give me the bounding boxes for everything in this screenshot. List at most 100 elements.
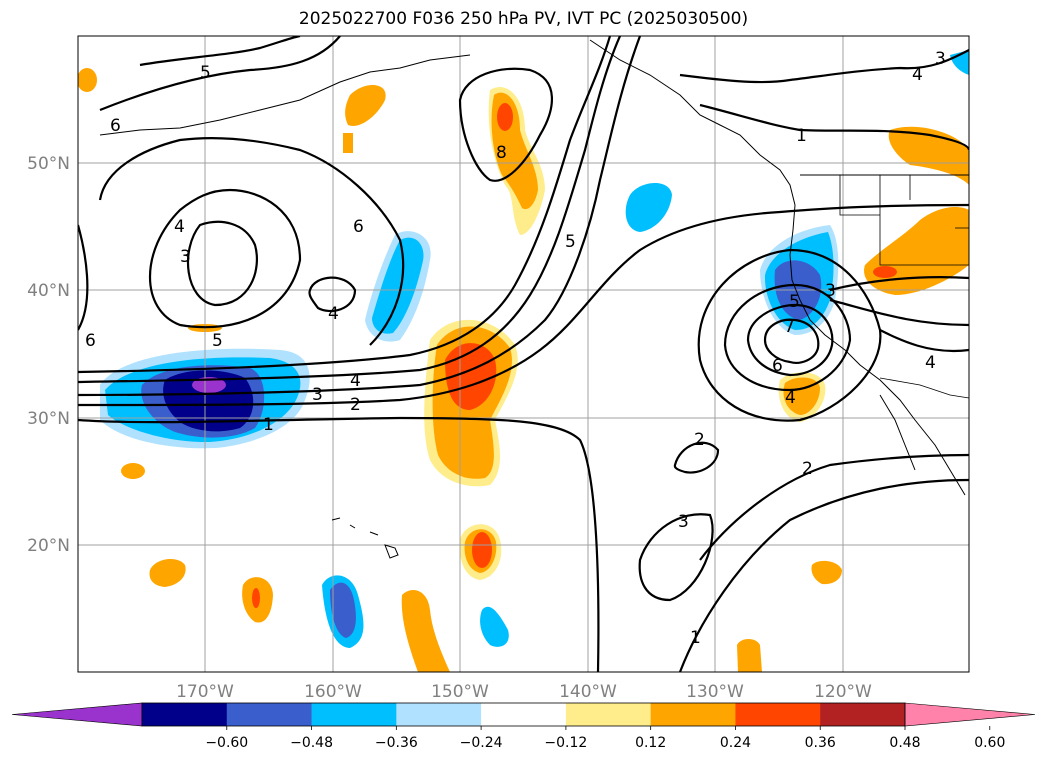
colorbar-segment: [396, 703, 482, 726]
positive-shading-small-2: [78, 68, 97, 92]
lon-label: 170°W: [176, 682, 234, 702]
contour-1-coast: [699, 103, 969, 151]
map-frame: [77, 35, 970, 673]
negative-shading-bc: [625, 182, 672, 232]
contour-6-line: [78, 224, 89, 331]
positive-shading-sub-6: [737, 638, 762, 672]
contour-1-north: [679, 49, 969, 84]
contour-label: 4: [925, 353, 936, 373]
colorbar-tick-label: −0.36: [375, 735, 418, 751]
contour-5-line: [78, 36, 612, 374]
positive-shading-rockies: [888, 126, 969, 185]
lon-label: 160°W: [304, 682, 362, 702]
contour-label: 8: [496, 143, 507, 163]
negative-shading-west-navy: [163, 370, 254, 432]
contour-label: 2: [350, 395, 361, 415]
contour-cutoff-inner: [746, 303, 834, 377]
lat-label: 50°N: [27, 154, 70, 174]
positive-shading-sub-7: [811, 560, 842, 585]
contour-1-line: [78, 416, 600, 672]
colorbar-tick-label: 0.36: [805, 735, 836, 751]
alaska-coast: [99, 54, 471, 136]
contour-5-north: [139, 36, 301, 67]
colorbar-segment: [311, 703, 397, 726]
mexico-border: [879, 377, 969, 399]
contour-label: 2: [802, 459, 813, 479]
lon-label: 150°W: [431, 682, 489, 702]
contour-2-line: [78, 203, 969, 407]
positive-shading-sub-4: [149, 558, 186, 587]
contour-8-ring: [458, 67, 553, 182]
colorbar-tick-label: 0.60: [974, 735, 1005, 751]
positive-shading-aleutian: [345, 84, 386, 126]
negative-shading-west-purple: [192, 377, 226, 393]
contour-4-small: [308, 276, 357, 313]
contour-label: 3: [825, 281, 836, 301]
lat-label: 40°N: [27, 281, 70, 301]
contour-2-east: [699, 453, 969, 561]
colorbar-segment: [226, 703, 313, 726]
colorbar-extend-low: [11, 702, 143, 727]
us-state-lines: [839, 175, 969, 266]
contour-label: 4: [328, 304, 339, 324]
contour-label: 6: [353, 217, 364, 237]
contour-4-continental: [829, 298, 969, 353]
colorbar-tick-label: −0.24: [460, 735, 503, 751]
contour-label: 5: [200, 63, 211, 83]
contour-label: 1: [796, 126, 807, 146]
contour-label: 4: [174, 217, 185, 237]
negative-shading-sub-1-blue: [330, 582, 356, 638]
negative-shading-north-sky: [372, 237, 424, 334]
map-area: 5 6 4 3 6 6 4 5 4 3 2 1 8 5 1 3 5 7 6 4 …: [78, 36, 969, 672]
colorbar-extend-high: [904, 702, 1036, 727]
lon-label: 120°W: [814, 682, 872, 702]
contour-label: 3: [935, 49, 946, 69]
colorbar-segment: [481, 703, 567, 726]
positive-shading-gulf-red: [497, 103, 513, 131]
map-title: 2025022700 F036 250 hPa PV, IVT PC (2025…: [298, 9, 749, 29]
colorbar-segment: [820, 703, 906, 726]
contour-3-line: [78, 36, 642, 397]
contour-label: 5: [789, 292, 800, 312]
contour-6-outer: [98, 36, 405, 346]
gulf-alaska-coast: [589, 39, 796, 206]
lon-label: 130°W: [686, 682, 744, 702]
lon-label: 140°W: [559, 682, 617, 702]
contour-label: 5: [212, 331, 223, 351]
colorbar-segment: [142, 703, 228, 726]
contour-labels: 5 6 4 3 6 6 4 5 4 3 2 1 8 5 1 3 5 7 6 4 …: [85, 49, 946, 648]
contour-label: 4: [350, 371, 361, 391]
contour-label: 7: [784, 317, 795, 337]
colorbar-segment: [735, 703, 821, 726]
contour-label: 6: [110, 116, 121, 136]
contour-label: 3: [312, 385, 323, 405]
contour-cutoff-mid: [723, 283, 852, 392]
contour-label: 3: [180, 247, 191, 267]
west-coast: [789, 204, 966, 496]
colorbar-segment: [650, 703, 736, 726]
contour-label: 5: [565, 232, 576, 252]
contour-label: 6: [85, 331, 96, 351]
positive-shading-sub-3-red: [252, 588, 260, 608]
lat-label: 30°N: [27, 409, 70, 429]
contour-3-continental: [829, 276, 969, 292]
contour-label: 3: [678, 512, 689, 532]
colorbar-tick-label: −0.60: [205, 735, 248, 751]
contour-label: 1: [690, 628, 701, 648]
contour-1-south: [678, 478, 969, 672]
positive-shading-sub-2: [401, 590, 450, 672]
colorbar-tick-label: 0.24: [720, 735, 751, 751]
colorbar-frame: [141, 702, 906, 727]
contour-3-ring: [186, 220, 258, 307]
contour-3-subtropic: [638, 513, 714, 602]
contour-label: 2: [694, 430, 705, 450]
lat-label: 20°N: [27, 536, 70, 556]
ivt-contours: [78, 36, 969, 672]
colorbar: −0.60 −0.48 −0.36 −0.24 −0.12 0.12 0.24 0.36 0.4…: [11, 702, 1036, 751]
contour-label: 4: [912, 65, 923, 85]
latitude-labels: 50°N 40°N 30°N 20°N: [27, 154, 70, 556]
hawaii-islands: [331, 517, 399, 559]
colorbar-tick-label: −0.48: [290, 735, 333, 751]
positive-shading-sub-1-red: [472, 532, 492, 568]
